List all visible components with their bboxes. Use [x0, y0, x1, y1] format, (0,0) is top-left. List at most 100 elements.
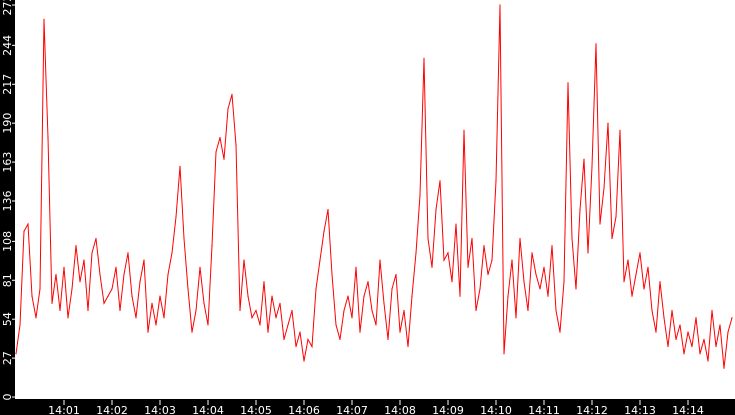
- data-point: [355, 266, 357, 268]
- data-point: [491, 259, 493, 261]
- y-tick-label: 27: [1, 351, 14, 365]
- data-point: [643, 288, 645, 290]
- data-point: [195, 309, 197, 312]
- data-point: [435, 209, 437, 211]
- y-tick-label: 163: [1, 152, 14, 173]
- data-point: [363, 295, 365, 297]
- x-tick-label: 14:06: [288, 404, 320, 415]
- data-point: [419, 194, 421, 196]
- x-tick-label: 14:01: [48, 404, 80, 415]
- data-point: [415, 252, 417, 254]
- data-point: [527, 309, 529, 312]
- data-point: [523, 281, 525, 283]
- data-point: [507, 295, 509, 297]
- data-point: [219, 136, 221, 139]
- data-point: [147, 331, 149, 333]
- data-point: [567, 82, 569, 84]
- data-point: [387, 338, 389, 340]
- data-point: [179, 165, 181, 168]
- data-point: [423, 57, 425, 59]
- series-group: [15, 4, 733, 369]
- x-tick-label: 14:13: [624, 404, 656, 415]
- data-point: [247, 295, 249, 297]
- data-point: [143, 259, 145, 261]
- data-point: [203, 302, 205, 304]
- x-tick-label: 14:12: [576, 404, 608, 415]
- data-point: [43, 18, 45, 21]
- data-point: [231, 93, 233, 95]
- data-point: [339, 338, 341, 340]
- data-point: [259, 324, 261, 326]
- data-point: [367, 281, 369, 283]
- x-tick-label: 14:14: [672, 404, 704, 415]
- data-point: [391, 288, 393, 290]
- data-point: [235, 144, 237, 146]
- data-point: [255, 309, 257, 312]
- data-point: [627, 259, 629, 261]
- data-point: [95, 237, 97, 240]
- data-point: [183, 237, 185, 240]
- data-point: [75, 245, 77, 247]
- x-tick-label: 14:11: [528, 404, 560, 415]
- data-point: [239, 309, 241, 312]
- x-tick-label: 14:03: [144, 404, 176, 415]
- y-tick-label: 217: [1, 74, 14, 95]
- data-point: [171, 252, 173, 254]
- data-point: [139, 281, 141, 283]
- data-point: [47, 136, 49, 139]
- data-point: [571, 237, 573, 240]
- data-point: [575, 288, 577, 290]
- data-point: [599, 223, 601, 225]
- data-point: [727, 331, 729, 333]
- data-point: [319, 259, 321, 261]
- data-point: [711, 309, 713, 312]
- y-axis: 0 27 54 81 108 136 163 190 217 244 272: [1, 0, 15, 401]
- data-point: [667, 345, 669, 348]
- data-point: [335, 324, 337, 326]
- data-point: [111, 288, 113, 290]
- data-point: [359, 331, 361, 333]
- y-tick-label: 0: [1, 394, 14, 401]
- data-point: [107, 295, 109, 297]
- data-point: [379, 259, 381, 261]
- data-point: [723, 367, 725, 369]
- data-point: [207, 324, 209, 326]
- data-point: [287, 324, 289, 326]
- data-point: [15, 353, 17, 355]
- data-point: [67, 317, 69, 319]
- data-point: [631, 295, 633, 297]
- data-point: [403, 309, 405, 312]
- data-point: [175, 216, 177, 218]
- data-point: [583, 158, 585, 160]
- data-point: [551, 245, 553, 247]
- data-point: [39, 288, 41, 290]
- data-point: [591, 165, 593, 168]
- data-point: [267, 331, 269, 333]
- data-point: [603, 187, 605, 189]
- data-point: [515, 317, 517, 319]
- data-point: [127, 252, 129, 254]
- data-point: [459, 295, 461, 297]
- data-point: [295, 345, 297, 348]
- data-point: [59, 309, 61, 312]
- data-point: [131, 295, 133, 297]
- data-point: [563, 281, 565, 283]
- data-point: [291, 309, 293, 312]
- data-point: [707, 360, 709, 362]
- x-tick-label: 14:02: [96, 404, 128, 415]
- data-point: [279, 302, 281, 304]
- data-point: [483, 245, 485, 247]
- data-point: [559, 331, 561, 333]
- data-point: [199, 266, 201, 268]
- data-point: [679, 324, 681, 326]
- data-point: [655, 331, 657, 333]
- data-point: [499, 4, 501, 6]
- data-point: [351, 317, 353, 319]
- data-point: [167, 273, 169, 276]
- data-point: [699, 353, 701, 355]
- data-point: [343, 309, 345, 312]
- data-point: [119, 309, 121, 312]
- data-point: [327, 209, 329, 211]
- x-tick-label: 14:05: [240, 404, 272, 415]
